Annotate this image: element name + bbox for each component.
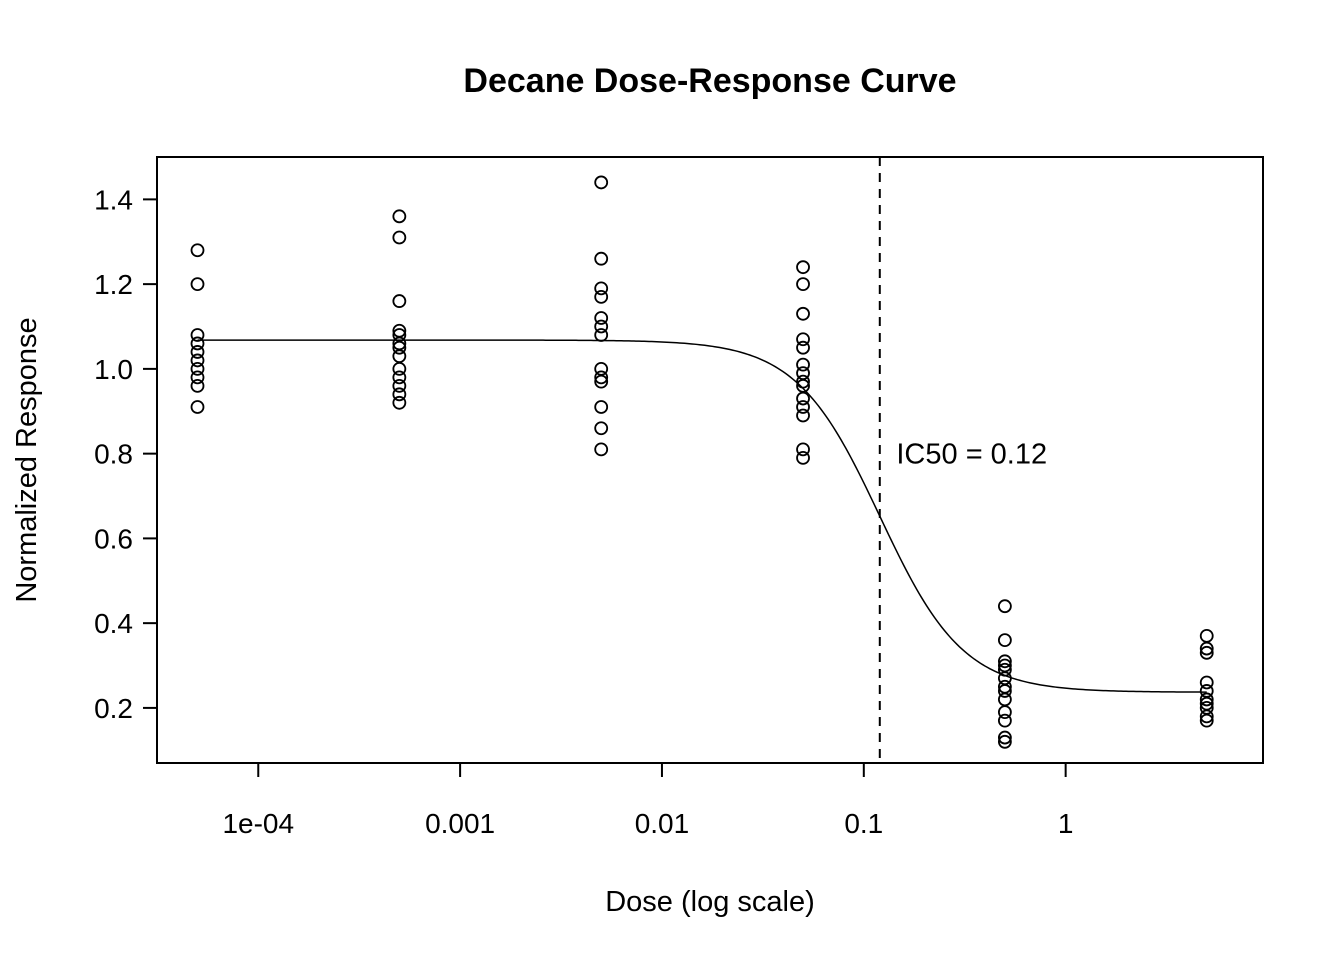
data-point <box>997 730 1012 745</box>
data-point <box>796 450 810 465</box>
y-tick-label: 1.0 <box>94 354 133 385</box>
data-point <box>594 289 609 304</box>
data-point <box>190 378 205 393</box>
data-point <box>796 391 810 406</box>
y-tick-label: 0.2 <box>94 693 133 724</box>
data-point <box>997 654 1012 669</box>
data-point <box>190 243 205 258</box>
x-tick-label: 0.1 <box>844 808 883 839</box>
x-tick-label: 1 <box>1058 808 1074 839</box>
data-point <box>796 306 810 321</box>
data-point <box>997 633 1012 648</box>
data-point <box>796 408 810 423</box>
data-point <box>796 400 810 414</box>
data-point <box>392 378 407 393</box>
data-point <box>594 319 609 334</box>
data-point <box>392 230 407 245</box>
data-point <box>997 662 1012 677</box>
x-tick-label: 0.001 <box>425 808 495 839</box>
y-tick-label: 0.6 <box>94 523 133 554</box>
data-point <box>1199 692 1214 707</box>
data-point <box>997 599 1012 614</box>
data-point <box>594 328 609 342</box>
data-point <box>392 395 407 410</box>
data-point <box>190 277 205 292</box>
y-tick-label: 0.8 <box>94 439 133 470</box>
data-point <box>594 442 609 457</box>
y-tick-label: 1.2 <box>94 269 133 300</box>
x-tick-label: 0.01 <box>635 808 690 839</box>
data-point <box>997 705 1012 720</box>
data-point <box>190 336 205 351</box>
data-point <box>594 251 609 266</box>
data-point <box>1199 641 1214 656</box>
data-point <box>1199 709 1214 724</box>
data-point <box>796 442 810 457</box>
data-point <box>594 370 609 385</box>
data-point <box>796 332 810 347</box>
data-point <box>1199 628 1214 643</box>
data-point <box>1199 675 1214 690</box>
data-points <box>190 175 1214 749</box>
data-point <box>392 370 407 385</box>
data-point <box>190 370 205 385</box>
data-point <box>190 328 205 342</box>
data-point <box>392 340 407 355</box>
y-tick-label: 1.4 <box>94 184 133 215</box>
data-point <box>796 340 810 355</box>
data-point <box>594 374 609 389</box>
data-point <box>594 311 609 325</box>
data-point <box>190 400 205 414</box>
y-axis: 0.2 0.4 0.6 0.8 1.0 1.2 1.4 <box>94 184 158 724</box>
data-point <box>190 345 205 359</box>
data-point <box>190 361 205 376</box>
data-point <box>796 374 810 389</box>
x-axis: 1e-04 0.001 0.01 0.1 1 <box>222 762 1074 839</box>
ic50-annotation: IC50 = 0.12 <box>896 439 1047 471</box>
data-point <box>796 260 810 275</box>
x-axis-label: Dose (log scale) <box>605 886 815 918</box>
plot-frame <box>156 156 1264 764</box>
data-point <box>594 175 609 190</box>
data-point <box>392 349 407 364</box>
data-point <box>997 734 1012 749</box>
data-point <box>392 209 407 224</box>
data-point <box>796 277 810 292</box>
data-point <box>997 684 1012 698</box>
data-point <box>594 400 609 414</box>
data-point <box>1199 713 1214 728</box>
data-point <box>594 421 609 436</box>
data-point <box>1199 645 1214 660</box>
fitted-curve <box>197 339 1207 693</box>
data-point <box>190 353 205 368</box>
data-point <box>392 361 407 376</box>
data-point <box>392 387 407 402</box>
x-tick-label: 1e-04 <box>222 808 294 839</box>
chart-title: Decane Dose-Response Curve <box>463 62 956 100</box>
data-point <box>997 713 1012 728</box>
y-tick-label: 0.4 <box>94 608 133 639</box>
data-point <box>997 692 1012 707</box>
data-point <box>594 281 609 296</box>
y-axis-label: Normalized Response <box>11 317 43 602</box>
data-point <box>392 294 407 308</box>
data-point <box>796 357 810 372</box>
